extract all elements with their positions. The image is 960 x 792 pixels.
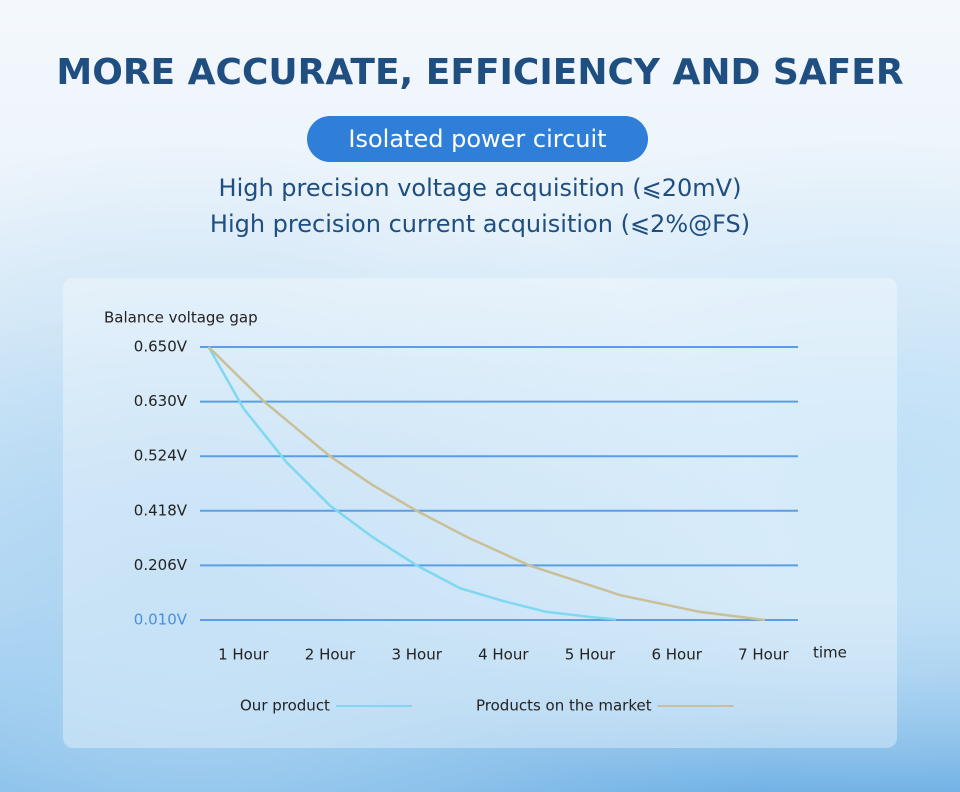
x-tick-label: 3 Hour: [391, 646, 442, 664]
y-tick-label: 0.418V: [134, 501, 188, 519]
x-tick-label: 6 Hour: [651, 646, 702, 664]
y-tick-label: 0.010V: [134, 611, 188, 629]
x-tick-label: 2 Hour: [305, 646, 356, 664]
x-tick-label: 4 Hour: [478, 646, 529, 664]
x-axis-title: time: [813, 644, 847, 662]
subtitle: High precision voltage acquisition (⩽20m…: [218, 174, 742, 202]
chart-panel: [63, 278, 897, 748]
subtitle: High precision current acquisition (⩽2%@…: [209, 210, 751, 238]
y-axis-title: Balance voltage gap: [104, 309, 258, 327]
y-tick-label: 0.650V: [134, 338, 188, 356]
legend-label: Our product: [240, 697, 330, 715]
x-tick-label: 5 Hour: [565, 646, 616, 664]
x-tick-label: 7 Hour: [738, 646, 789, 664]
y-tick-label: 0.630V: [134, 392, 188, 410]
series-line: [207, 346, 617, 621]
legend-label: Products on the market: [476, 697, 652, 715]
title: MORE ACCURATE, EFFICIENCY AND SAFER: [56, 52, 904, 93]
y-tick-label: 0.524V: [134, 447, 188, 465]
x-tick-label: 1 Hour: [218, 646, 269, 664]
y-tick-label: 0.206V: [134, 556, 188, 574]
series-line: [207, 346, 766, 622]
badge: Isolated power circuit: [307, 116, 648, 162]
